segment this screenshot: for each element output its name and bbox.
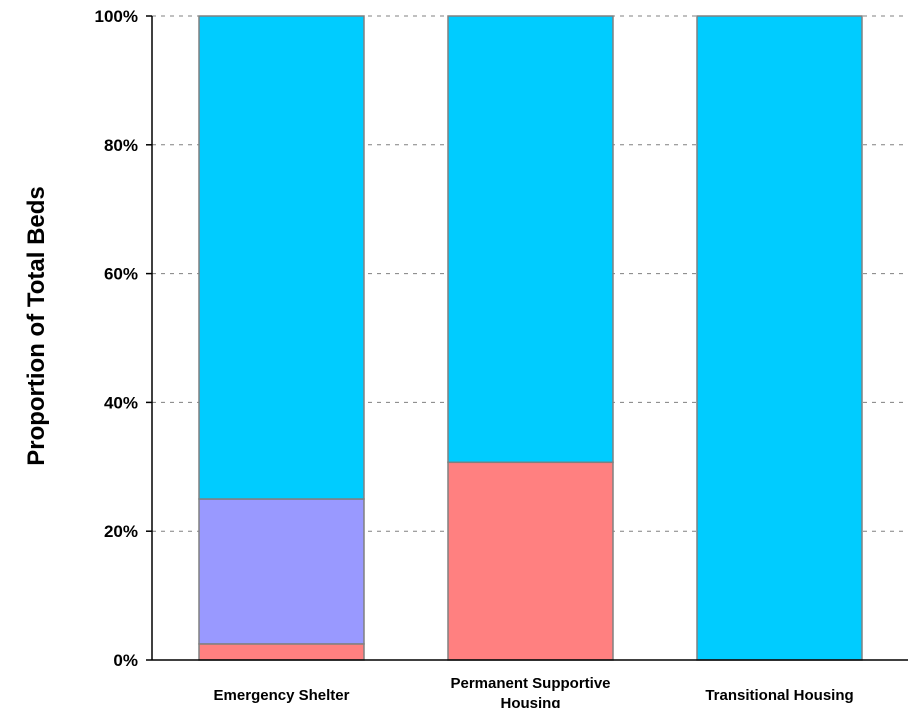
x-category-label: Housing xyxy=(501,695,561,708)
y-tick-label: 80% xyxy=(104,136,138,155)
y-tick-label: 0% xyxy=(113,651,138,670)
y-tick-label: 100% xyxy=(95,7,138,26)
y-axis-title: Proportion of Total Beds xyxy=(23,186,50,466)
bar-segment xyxy=(198,498,365,645)
x-category-label: Transitional Housing xyxy=(705,687,853,704)
y-tick-label: 60% xyxy=(104,265,138,284)
bars xyxy=(198,15,863,661)
bar-segment xyxy=(447,15,614,464)
axes xyxy=(146,15,908,661)
x-category-label: Permanent Supportive xyxy=(450,675,610,692)
x-category-label: Emergency Shelter xyxy=(214,687,350,704)
bar-segment xyxy=(696,15,863,661)
bar-segment xyxy=(447,461,614,661)
y-tick-label: 40% xyxy=(104,393,138,412)
bar-segment xyxy=(198,15,365,500)
labels: 0% 20% 40% 60% 80% 100% Emergency Shelter Perma… xyxy=(23,7,854,708)
bar-segment xyxy=(198,643,365,661)
y-tick-label: 20% xyxy=(104,522,138,541)
